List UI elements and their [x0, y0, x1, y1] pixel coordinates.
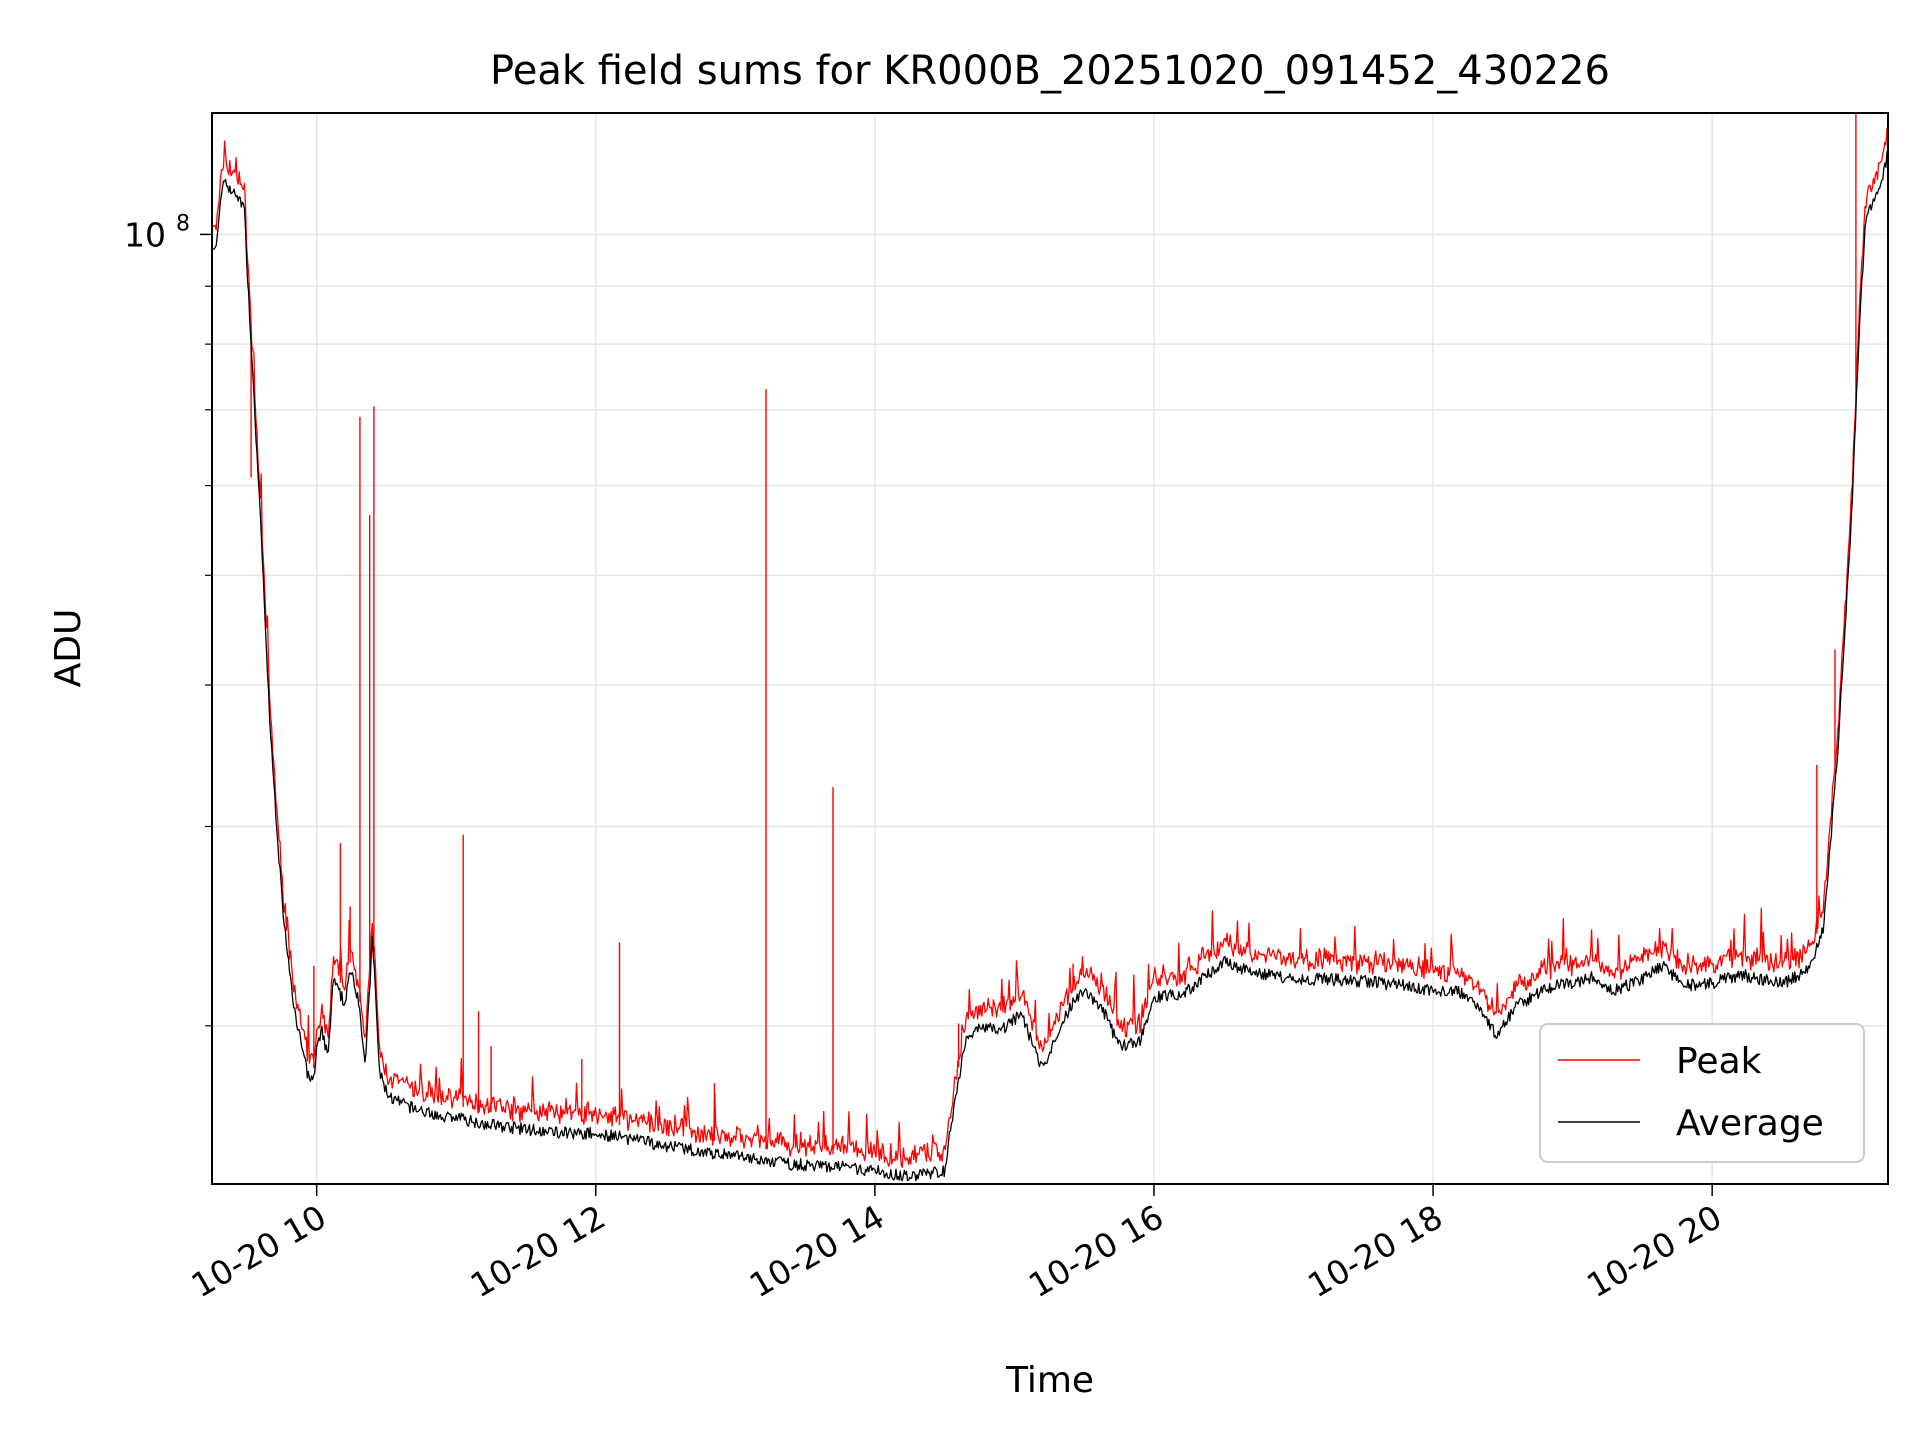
- y-tick-label: 10: [124, 215, 166, 254]
- y-axis: 10 8: [124, 211, 212, 1027]
- series-layer: [212, 113, 1888, 1182]
- series-average-line: [212, 150, 1888, 1182]
- legend: Peak Average: [1539, 1023, 1865, 1163]
- plot-frame: [211, 112, 1889, 1185]
- grid: [212, 113, 1888, 1184]
- series-clip-group: [212, 113, 1888, 1182]
- chart-title: Peak field sums for KR000B_20251020_0914…: [490, 48, 1610, 94]
- legend-label-peak: Peak: [1676, 1041, 1762, 1082]
- y-axis-label: ADU: [48, 609, 89, 688]
- y-tick-exponent: 8: [176, 211, 190, 236]
- legend-box: [1539, 1023, 1865, 1163]
- x-axis-label: Time: [1005, 1360, 1094, 1401]
- legend-label-average: Average: [1676, 1103, 1824, 1144]
